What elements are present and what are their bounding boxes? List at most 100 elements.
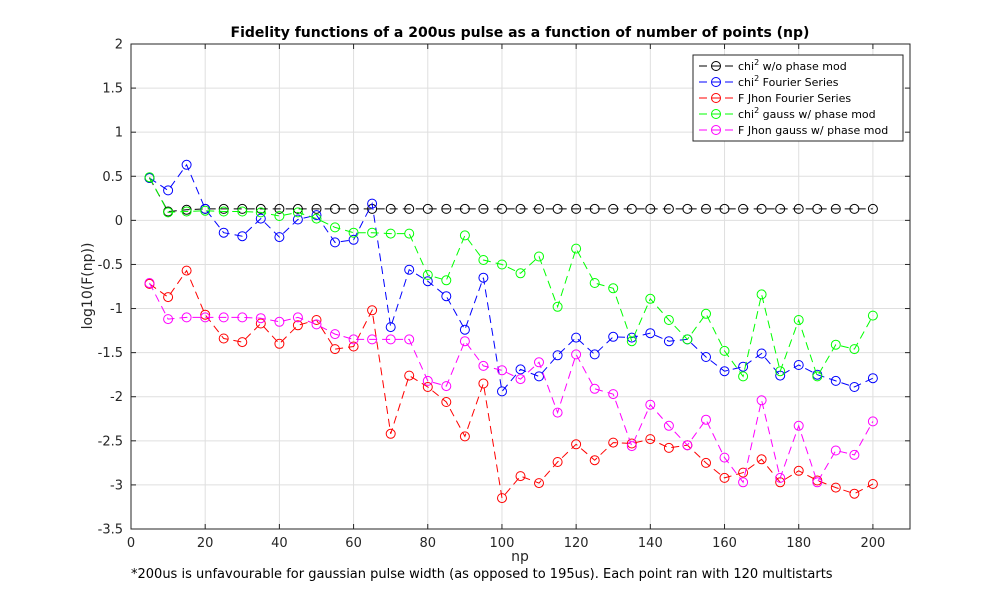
y-tick-label: -2 [110, 390, 123, 405]
data-point [738, 203, 749, 214]
data-point [218, 206, 229, 217]
data-point [738, 371, 749, 382]
data-point [719, 345, 730, 356]
data-point [775, 472, 786, 483]
data-point [701, 414, 711, 425]
data-point [663, 315, 674, 325]
data-point [478, 378, 489, 389]
data-point [367, 305, 378, 316]
x-tick-label: 120 [564, 536, 589, 551]
chart-title: Fidelity functions of a 200us pulse as a… [231, 25, 810, 41]
data-point [497, 203, 507, 214]
data-point [571, 349, 582, 360]
data-point [515, 268, 526, 279]
data-point [497, 365, 507, 376]
data-point [311, 210, 322, 221]
data-point [626, 332, 637, 343]
data-point [348, 341, 359, 352]
data-point [756, 454, 767, 465]
data-point [274, 338, 285, 349]
data-point [756, 203, 767, 214]
data-point [645, 399, 656, 410]
y-tick-label: -0.5 [98, 258, 123, 273]
data-point [274, 211, 285, 221]
x-tick-label: 20 [197, 536, 214, 551]
data-point [738, 467, 749, 478]
data-point [552, 407, 563, 418]
legend-marker [711, 61, 721, 71]
data-point [830, 375, 841, 386]
legend-entry: F Jhon gauss w/ phase mod [738, 124, 888, 137]
data-point [181, 206, 192, 217]
data-point [200, 309, 211, 320]
y-tick-label: -1 [110, 302, 123, 317]
data-point [274, 316, 285, 327]
x-tick-label: 60 [345, 536, 362, 551]
data-point [719, 203, 730, 214]
data-point [255, 318, 266, 329]
data-point [330, 237, 340, 248]
data-point [793, 420, 804, 431]
data-point [849, 488, 860, 499]
data-point [812, 371, 823, 382]
x-tick-label: 180 [786, 536, 811, 551]
data-point [441, 291, 452, 302]
series-line [149, 176, 874, 378]
data-point [497, 493, 507, 504]
data-point [181, 312, 192, 323]
data-point [311, 213, 322, 224]
data-point [274, 232, 285, 243]
data-point [830, 203, 841, 214]
series-4 [144, 172, 878, 382]
plot-frame [130, 43, 911, 530]
data-point [571, 332, 582, 343]
data-point [552, 457, 563, 467]
data-point [571, 439, 582, 450]
data-point [292, 312, 303, 323]
legend-marker [711, 109, 721, 119]
data-point [793, 465, 804, 476]
data-point [181, 159, 192, 170]
data-point [775, 366, 786, 377]
data-point [422, 375, 433, 386]
data-point [274, 203, 285, 214]
series-3 [144, 265, 878, 504]
data-point [571, 243, 582, 254]
data-point [626, 203, 637, 214]
data-point [682, 440, 693, 451]
data-point [608, 203, 619, 214]
data-point [144, 172, 155, 183]
data-point [181, 265, 192, 276]
legend-entry: F Jhon Fourier Series [738, 92, 851, 105]
data-point [793, 360, 804, 370]
data-point [348, 334, 359, 345]
y-tick-label: -1.5 [98, 346, 123, 361]
data-point [218, 203, 229, 214]
data-point [645, 434, 656, 445]
data-point [385, 322, 396, 333]
data-point [459, 203, 470, 214]
data-point [441, 275, 452, 286]
data-point [626, 441, 637, 452]
data-point [237, 231, 248, 242]
legend-entry: chi2 gauss w/ phase mod [738, 106, 876, 121]
data-point [163, 314, 174, 325]
data-point [144, 278, 155, 288]
data-point [645, 293, 656, 304]
legend-marker [711, 93, 721, 103]
data-point [367, 334, 378, 345]
data-point [756, 289, 767, 300]
x-tick-label: 140 [638, 536, 663, 551]
data-point [330, 203, 340, 214]
data-point [459, 431, 470, 442]
y-tick-label: 0 [115, 214, 123, 229]
data-point [608, 437, 619, 448]
data-point [515, 203, 526, 214]
data-point [237, 203, 248, 214]
data-point [830, 339, 841, 350]
legend-entry: chi2 w/o phase mod [738, 58, 847, 73]
data-point [385, 203, 396, 214]
data-point [608, 389, 619, 400]
